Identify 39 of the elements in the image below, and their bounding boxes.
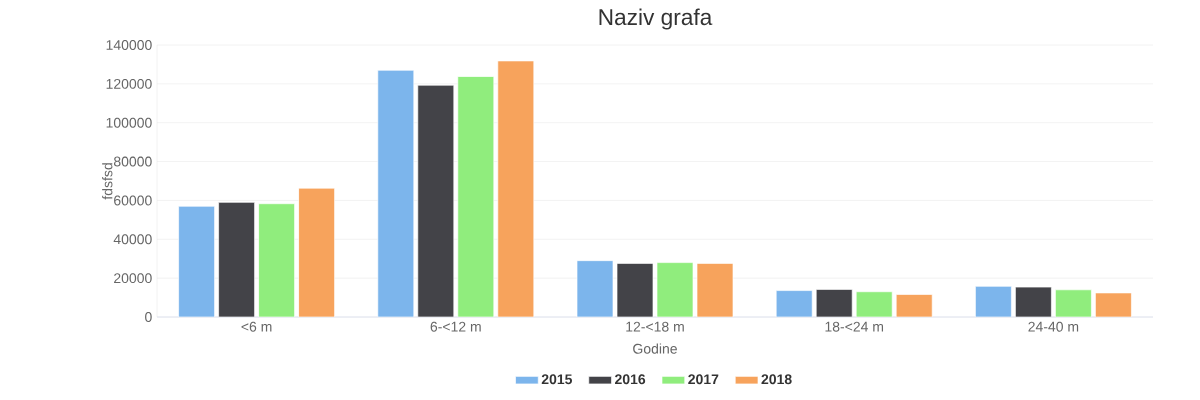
bar xyxy=(815,289,853,317)
bar xyxy=(775,290,813,317)
bar xyxy=(417,84,455,317)
bar xyxy=(1015,286,1052,317)
legend-label: 2018 xyxy=(761,374,792,385)
bar xyxy=(656,262,694,317)
x-tick-label: 12-<18 m xyxy=(626,321,684,332)
bar xyxy=(895,294,933,317)
bar xyxy=(576,260,614,317)
bar xyxy=(377,69,415,317)
legend-label: 2015 xyxy=(541,374,573,385)
y-tick-label: 60000 xyxy=(114,195,152,206)
bar xyxy=(218,202,255,317)
bar xyxy=(616,263,654,317)
bar xyxy=(298,187,335,317)
y-tick-label: 20000 xyxy=(114,273,152,284)
legend-label: 2016 xyxy=(615,374,646,385)
x-axis-title: Godine xyxy=(633,343,677,354)
bar xyxy=(457,76,495,317)
y-tick-label: 80000 xyxy=(113,156,152,167)
bar xyxy=(975,285,1012,317)
x-tick-label: 18-<24 m xyxy=(825,321,884,332)
bar xyxy=(178,205,215,317)
x-tick-label: <6 m xyxy=(241,321,272,332)
y-tick-label: 120000 xyxy=(106,78,152,89)
chart-title: Naziv grafa xyxy=(599,8,713,30)
y-axis-title: fdsfsd xyxy=(102,163,113,200)
bar xyxy=(855,291,893,317)
bar xyxy=(1055,289,1092,317)
y-tick-label: 100000 xyxy=(106,117,152,128)
x-tick-label: 24-40 m xyxy=(1028,321,1079,332)
bar xyxy=(497,60,535,317)
legend-label: 2017 xyxy=(688,374,719,385)
bar xyxy=(258,203,295,317)
y-tick-label: 0 xyxy=(145,312,152,322)
bar xyxy=(696,263,734,317)
x-tick-label: 6-<12 m xyxy=(430,321,481,332)
y-tick-label: 140000 xyxy=(106,40,152,50)
y-tick-label: 40000 xyxy=(113,234,152,245)
